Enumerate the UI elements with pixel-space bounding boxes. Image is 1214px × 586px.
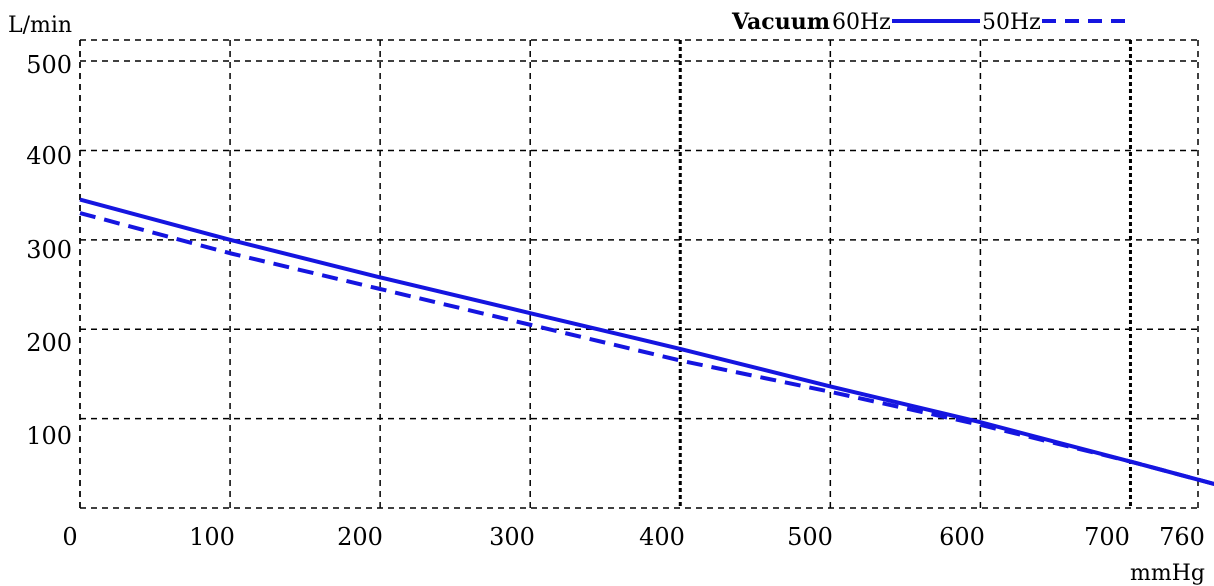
x-tick-label: 0 bbox=[62, 523, 77, 551]
x-tick-label: 200 bbox=[337, 523, 383, 551]
x-tick-label: 100 bbox=[189, 523, 235, 551]
legend: Vacuum 60Hz 50Hz bbox=[731, 9, 1132, 35]
y-axis-label: L/min bbox=[8, 13, 72, 38]
grid bbox=[79, 40, 1198, 508]
series-line-50hz bbox=[79, 211, 1214, 486]
x-tick-label: 600 bbox=[939, 523, 985, 551]
x-tick-label: 760 bbox=[1159, 523, 1205, 551]
legend-label-50hz: 50Hz bbox=[982, 10, 1041, 35]
legend-title: Vacuum bbox=[731, 9, 830, 35]
plot-frame bbox=[79, 39, 1199, 509]
legend-label-60hz: 60Hz bbox=[832, 10, 891, 35]
x-tick-label: 500 bbox=[787, 523, 833, 551]
x-tick-label: 300 bbox=[489, 523, 535, 551]
series-line-60hz bbox=[79, 197, 1214, 486]
series-layer bbox=[79, 197, 1214, 486]
y-axis-ticks: 100 200 300 400 500 bbox=[26, 51, 72, 450]
y-tick-label: 200 bbox=[26, 329, 72, 357]
x-tick-label: 400 bbox=[639, 523, 685, 551]
x-axis-label: mmHg bbox=[1130, 561, 1205, 586]
y-tick-label: 500 bbox=[26, 51, 72, 79]
y-tick-label: 300 bbox=[26, 236, 72, 264]
y-tick-label: 400 bbox=[26, 142, 72, 170]
y-tick-label: 100 bbox=[26, 422, 72, 450]
x-axis-ticks: 0 100 200 300 400 500 600 700 760 bbox=[62, 523, 1205, 551]
x-tick-label: 700 bbox=[1084, 523, 1130, 551]
